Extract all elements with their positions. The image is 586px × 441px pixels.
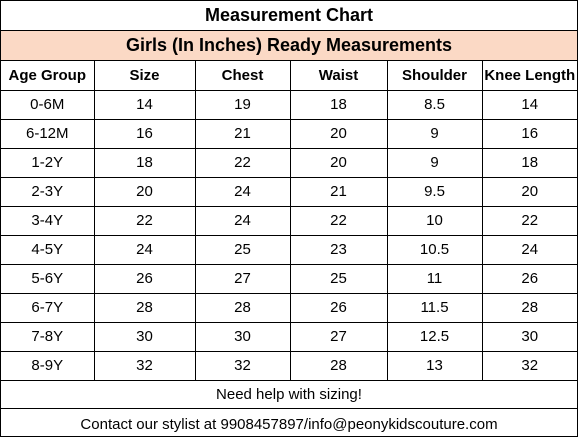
cell-waist: 20 <box>290 119 388 149</box>
cell-size: 20 <box>94 177 196 207</box>
table-row: 6-7Y 28 28 26 11.5 28 <box>1 293 577 323</box>
cell-shoulder: 12.5 <box>387 322 483 352</box>
cell-waist: 22 <box>290 206 388 236</box>
cell-waist: 21 <box>290 177 388 207</box>
table-row: 7-8Y 30 30 27 12.5 30 <box>1 322 577 352</box>
table-row: 2-3Y 20 24 21 9.5 20 <box>1 177 577 207</box>
cell-shoulder: 10.5 <box>387 235 483 265</box>
cell-waist: 28 <box>290 351 388 381</box>
cell-age-group: 5-6Y <box>1 264 95 294</box>
cell-knee-length: 16 <box>482 119 577 149</box>
cell-waist: 26 <box>290 293 388 323</box>
cell-shoulder: 9 <box>387 148 483 178</box>
cell-size: 32 <box>94 351 196 381</box>
cell-age-group: 1-2Y <box>1 148 95 178</box>
cell-chest: 22 <box>195 148 291 178</box>
cell-size: 22 <box>94 206 196 236</box>
cell-waist: 25 <box>290 264 388 294</box>
header-size: Size <box>94 61 196 91</box>
cell-age-group: 2-3Y <box>1 177 95 207</box>
header-chest: Chest <box>195 61 291 91</box>
cell-shoulder: 9.5 <box>387 177 483 207</box>
cell-chest: 19 <box>195 90 291 120</box>
table-row: 6-12M 16 21 20 9 16 <box>1 119 577 149</box>
cell-age-group: 4-5Y <box>1 235 95 265</box>
cell-knee-length: 14 <box>482 90 577 120</box>
table-header-row: Age Group Size Chest Waist Shoulder Knee… <box>1 61 577 91</box>
cell-knee-length: 24 <box>482 235 577 265</box>
cell-knee-length: 22 <box>482 206 577 236</box>
cell-shoulder: 10 <box>387 206 483 236</box>
cell-chest: 24 <box>195 206 291 236</box>
measurement-chart: Measurement Chart Girls (In Inches) Read… <box>0 0 578 437</box>
cell-knee-length: 30 <box>482 322 577 352</box>
table-row: 0-6M 14 19 18 8.5 14 <box>1 90 577 120</box>
cell-chest: 30 <box>195 322 291 352</box>
cell-waist: 18 <box>290 90 388 120</box>
cell-size: 26 <box>94 264 196 294</box>
table-row: 3-4Y 22 24 22 10 22 <box>1 206 577 236</box>
cell-shoulder: 11 <box>387 264 483 294</box>
measurement-table: Age Group Size Chest Waist Shoulder Knee… <box>1 61 577 381</box>
table-body: 0-6M 14 19 18 8.5 14 6-12M 16 21 20 9 16 1-2Y 18 22 20 9… <box>1 90 577 381</box>
cell-shoulder: 13 <box>387 351 483 381</box>
cell-size: 30 <box>94 322 196 352</box>
chart-title: Measurement Chart <box>1 1 577 31</box>
cell-waist: 20 <box>290 148 388 178</box>
cell-chest: 27 <box>195 264 291 294</box>
header-knee-length: Knee Length <box>482 61 577 91</box>
cell-size: 18 <box>94 148 196 178</box>
header-age-group: Age Group <box>1 61 95 91</box>
cell-chest: 32 <box>195 351 291 381</box>
table-row: 1-2Y 18 22 20 9 18 <box>1 148 577 178</box>
table-row: 8-9Y 32 32 28 13 32 <box>1 351 577 381</box>
cell-chest: 24 <box>195 177 291 207</box>
contact-info: Contact our stylist at 9908457897/info@p… <box>80 416 498 433</box>
cell-size: 28 <box>94 293 196 323</box>
cell-size: 16 <box>94 119 196 149</box>
cell-age-group: 3-4Y <box>1 206 95 236</box>
cell-waist: 23 <box>290 235 388 265</box>
cell-chest: 25 <box>195 235 291 265</box>
cell-knee-length: 26 <box>482 264 577 294</box>
table-row: 4-5Y 24 25 23 10.5 24 <box>1 235 577 265</box>
cell-age-group: 0-6M <box>1 90 95 120</box>
sizing-help-text: Need help with sizing! <box>1 381 577 409</box>
cell-age-group: 6-7Y <box>1 293 95 323</box>
cell-knee-length: 28 <box>482 293 577 323</box>
cell-waist: 27 <box>290 322 388 352</box>
cell-chest: 21 <box>195 119 291 149</box>
cell-age-group: 7-8Y <box>1 322 95 352</box>
cell-age-group: 8-9Y <box>1 351 95 381</box>
chart-subtitle: Girls (In Inches) Ready Measurements <box>1 31 577 61</box>
cell-knee-length: 32 <box>482 351 577 381</box>
cell-shoulder: 9 <box>387 119 483 149</box>
header-waist: Waist <box>290 61 388 91</box>
table-row: 5-6Y 26 27 25 11 26 <box>1 264 577 294</box>
cell-knee-length: 18 <box>482 148 577 178</box>
cell-age-group: 6-12M <box>1 119 95 149</box>
header-shoulder: Shoulder <box>387 61 483 91</box>
cell-shoulder: 8.5 <box>387 90 483 120</box>
cell-knee-length: 20 <box>482 177 577 207</box>
cell-chest: 28 <box>195 293 291 323</box>
cell-shoulder: 11.5 <box>387 293 483 323</box>
cell-size: 24 <box>94 235 196 265</box>
cell-size: 14 <box>94 90 196 120</box>
